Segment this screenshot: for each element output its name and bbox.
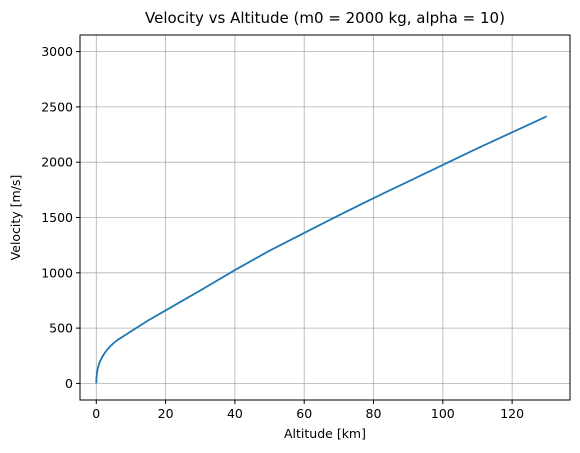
chart-title: Velocity vs Altitude (m0 = 2000 kg, alph… bbox=[145, 9, 505, 27]
x-tick-label: 120 bbox=[500, 406, 524, 421]
y-tick-label: 1500 bbox=[41, 210, 73, 225]
grid-lines bbox=[80, 35, 570, 400]
x-tick-label: 80 bbox=[366, 406, 382, 421]
series-layer bbox=[95, 115, 548, 384]
y-tick-label: 2500 bbox=[41, 99, 73, 114]
y-tick-label: 0 bbox=[65, 376, 73, 391]
y-tick-label: 1000 bbox=[41, 265, 73, 280]
x-tick-label: 60 bbox=[296, 406, 312, 421]
x-tick-label: 0 bbox=[92, 406, 100, 421]
y-tick-label: 500 bbox=[49, 321, 73, 336]
x-tick-label: 40 bbox=[227, 406, 243, 421]
y-axis-label: Velocity [m/s] bbox=[8, 175, 23, 261]
velocity-series-line bbox=[95, 115, 548, 384]
y-tick-label: 3000 bbox=[41, 44, 73, 59]
y-tick-label: 2000 bbox=[41, 155, 73, 170]
x-tick-label: 100 bbox=[431, 406, 455, 421]
ticks: 0 20 40 60 80 100 120 0 500 1000 1500 2000 2500 3000 bbox=[41, 44, 524, 421]
x-tick-label: 20 bbox=[158, 406, 174, 421]
x-axis-label: Altitude [km] bbox=[284, 426, 366, 441]
